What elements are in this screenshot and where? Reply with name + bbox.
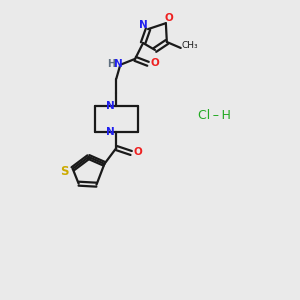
Text: O: O	[151, 58, 159, 68]
Text: N: N	[106, 127, 115, 137]
Text: O: O	[164, 13, 173, 23]
Text: N: N	[114, 59, 123, 69]
Text: CH₃: CH₃	[181, 41, 198, 50]
Text: O: O	[134, 147, 142, 157]
Text: N: N	[139, 20, 147, 30]
Text: H: H	[107, 59, 116, 69]
Text: S: S	[61, 165, 69, 178]
Text: Cl – H: Cl – H	[198, 109, 230, 122]
Text: N: N	[106, 101, 115, 111]
